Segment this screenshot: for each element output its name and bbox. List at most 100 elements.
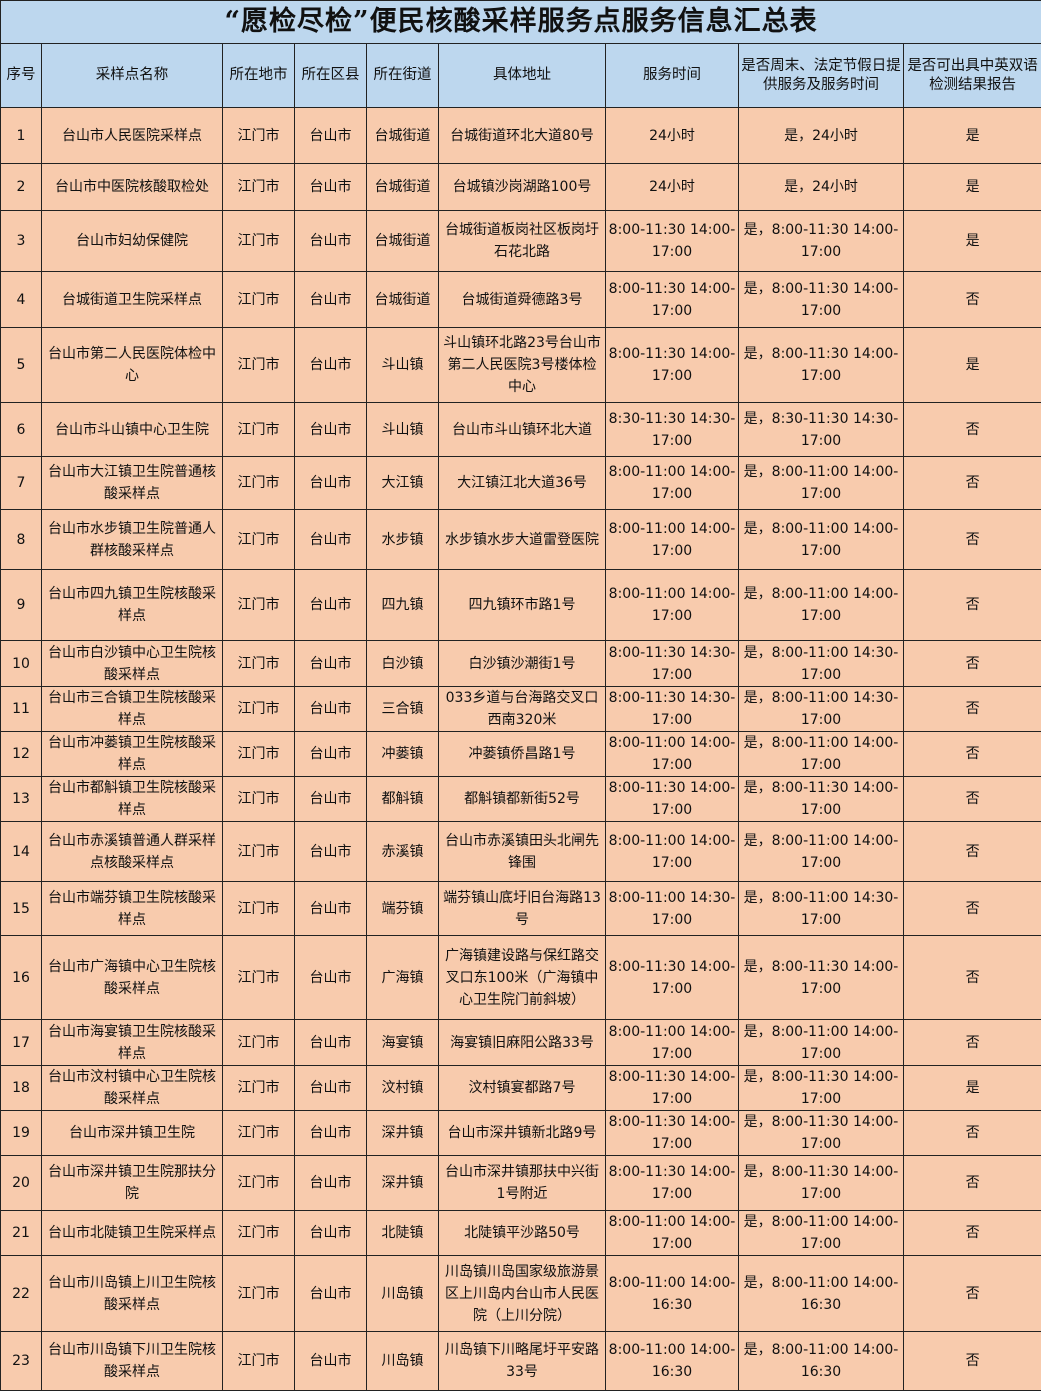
cell-service-time: 8:00-11:00 14:00-17:00 <box>606 457 739 510</box>
cell-weekend-service: 是，8:00-11:00 14:00-16:30 <box>739 1256 904 1332</box>
cell-site-name: 台山市北陡镇卫生院采样点 <box>42 1211 223 1256</box>
cell-site-name: 台山市深井镇卫生院那扶分院 <box>42 1156 223 1211</box>
cell-address: 台山市深井镇新北路9号 <box>439 1111 606 1156</box>
cell-street: 斗山镇 <box>367 403 439 457</box>
cell-address: 台城镇沙岗湖路100号 <box>439 164 606 211</box>
cell-district: 台山市 <box>295 108 367 164</box>
cell-city: 江门市 <box>223 732 295 777</box>
cell-address: 台城街道板岗社区板岗圩石花北路 <box>439 211 606 272</box>
cell-index: 23 <box>1 1332 42 1391</box>
cell-city: 江门市 <box>223 570 295 641</box>
cell-district: 台山市 <box>295 641 367 687</box>
cell-site-name: 台山市水步镇卫生院普通人群核酸采样点 <box>42 510 223 570</box>
cell-service-time: 8:00-11:30 14:30-17:00 <box>606 687 739 732</box>
cell-bilingual-report: 是 <box>904 108 1041 164</box>
cell-service-time: 8:00-11:00 14:00-17:00 <box>606 510 739 570</box>
cell-bilingual-report: 否 <box>904 457 1041 510</box>
header-city: 所在地市 <box>223 44 295 108</box>
cell-street: 深井镇 <box>367 1111 439 1156</box>
cell-city: 江门市 <box>223 510 295 570</box>
cell-service-time: 24小时 <box>606 164 739 211</box>
cell-service-time: 8:00-11:00 14:00-17:00 <box>606 1020 739 1066</box>
cell-district: 台山市 <box>295 732 367 777</box>
cell-district: 台山市 <box>295 211 367 272</box>
cell-street: 汶村镇 <box>367 1066 439 1111</box>
cell-city: 江门市 <box>223 936 295 1020</box>
cell-service-time: 8:30-11:30 14:30-17:00 <box>606 403 739 457</box>
cell-index: 13 <box>1 777 42 822</box>
cell-city: 江门市 <box>223 1066 295 1111</box>
cell-weekend-service: 是，8:00-11:30 14:00-17:00 <box>739 1066 904 1111</box>
cell-index: 10 <box>1 641 42 687</box>
cell-city: 江门市 <box>223 108 295 164</box>
cell-address: 端芬镇山底圩旧台海路13号 <box>439 882 606 936</box>
cell-district: 台山市 <box>295 1066 367 1111</box>
cell-city: 江门市 <box>223 164 295 211</box>
cell-site-name: 台山市妇幼保健院 <box>42 211 223 272</box>
cell-weekend-service: 是，8:00-11:30 14:00-17:00 <box>739 777 904 822</box>
cell-index: 9 <box>1 570 42 641</box>
cell-service-time: 8:00-11:30 14:00-17:00 <box>606 211 739 272</box>
cell-bilingual-report: 是 <box>904 211 1041 272</box>
cell-city: 江门市 <box>223 211 295 272</box>
cell-bilingual-report: 否 <box>904 882 1041 936</box>
cell-city: 江门市 <box>223 822 295 882</box>
cell-index: 11 <box>1 687 42 732</box>
cell-service-time: 8:00-11:30 14:00-17:00 <box>606 936 739 1020</box>
table-title: “愿检尽检”便民核酸采样服务点服务信息汇总表 <box>1 1 1041 44</box>
cell-district: 台山市 <box>295 1156 367 1211</box>
cell-service-time: 8:00-11:00 14:00-16:30 <box>606 1256 739 1332</box>
cell-index: 18 <box>1 1066 42 1111</box>
cell-street: 北陡镇 <box>367 1211 439 1256</box>
cell-index: 16 <box>1 936 42 1020</box>
cell-service-time: 8:00-11:00 14:00-16:30 <box>606 1332 739 1391</box>
cell-site-name: 台山市赤溪镇普通人群采样点核酸采样点 <box>42 822 223 882</box>
header-row: 序号采样点名称所在地市所在区县所在街道具体地址服务时间是否周末、法定节假日提供服… <box>1 44 1041 108</box>
cell-bilingual-report: 否 <box>904 732 1041 777</box>
cell-weekend-service: 是，8:00-11:00 14:30-17:00 <box>739 687 904 732</box>
cell-address: 川岛镇川岛国家级旅游景区上川岛内台山市人民医院（上川分院） <box>439 1256 606 1332</box>
cell-index: 22 <box>1 1256 42 1332</box>
cell-address: 白沙镇沙潮街1号 <box>439 641 606 687</box>
cell-bilingual-report: 否 <box>904 936 1041 1020</box>
cell-city: 江门市 <box>223 1256 295 1332</box>
cell-site-name: 台山市川岛镇上川卫生院核酸采样点 <box>42 1256 223 1332</box>
cell-street: 大江镇 <box>367 457 439 510</box>
cell-service-time: 8:00-11:30 14:00-17:00 <box>606 328 739 403</box>
cell-district: 台山市 <box>295 164 367 211</box>
cell-street: 川岛镇 <box>367 1332 439 1391</box>
cell-street: 端芬镇 <box>367 882 439 936</box>
cell-city: 江门市 <box>223 457 295 510</box>
cell-district: 台山市 <box>295 822 367 882</box>
cell-index: 6 <box>1 403 42 457</box>
cell-district: 台山市 <box>295 1332 367 1391</box>
cell-bilingual-report: 否 <box>904 641 1041 687</box>
cell-bilingual-report: 否 <box>904 822 1041 882</box>
header-street: 所在街道 <box>367 44 439 108</box>
cell-weekend-service: 是，8:30-11:30 14:30-17:00 <box>739 403 904 457</box>
cell-bilingual-report: 否 <box>904 777 1041 822</box>
cell-address: 都斛镇都新街52号 <box>439 777 606 822</box>
cell-weekend-service: 是，8:00-11:00 14:00-17:00 <box>739 822 904 882</box>
cell-weekend-service: 是，8:00-11:00 14:30-17:00 <box>739 882 904 936</box>
cell-address: 台山市赤溪镇田头北闸先锋围 <box>439 822 606 882</box>
cell-service-time: 8:00-11:00 14:00-17:00 <box>606 732 739 777</box>
cell-district: 台山市 <box>295 936 367 1020</box>
cell-service-time: 8:00-11:30 14:00-17:00 <box>606 272 739 328</box>
cell-address: 四九镇环市路1号 <box>439 570 606 641</box>
cell-district: 台山市 <box>295 570 367 641</box>
cell-city: 江门市 <box>223 403 295 457</box>
cell-index: 7 <box>1 457 42 510</box>
